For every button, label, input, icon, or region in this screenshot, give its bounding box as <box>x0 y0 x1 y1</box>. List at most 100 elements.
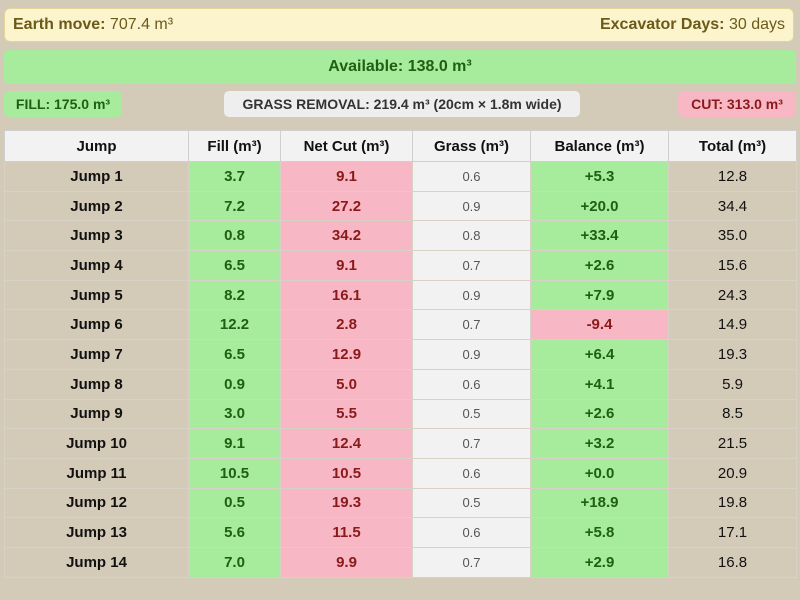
balance-cell: +20.0 <box>530 190 669 222</box>
table-body: Jump 1 3.7 9.1 0.6 +5.3 12.8 Jump 2 7.2 27.2 0.9 +… <box>4 161 797 578</box>
jump-cell: Jump 7 <box>4 339 189 370</box>
jump-cell: Jump 4 <box>4 250 189 281</box>
balance-cell: +7.9 <box>530 279 669 311</box>
excavator-days-stat: Excavator Days: 30 days <box>600 16 785 34</box>
grass-cell: 0.7 <box>412 546 531 578</box>
fill-cell: 6.5 <box>188 339 281 370</box>
fill-cell: 3.7 <box>188 161 281 192</box>
column-header-net-cut: Net Cut (m³) <box>280 130 413 162</box>
balance-cell: +2.9 <box>530 546 669 578</box>
net-cut-cell: 16.1 <box>280 279 413 311</box>
net-cut-cell: 11.5 <box>280 517 413 548</box>
net-cut-cell: 12.4 <box>280 428 413 459</box>
total-cell: 19.8 <box>668 487 797 519</box>
net-cut-cell: 12.9 <box>280 339 413 370</box>
net-cut-cell: 19.3 <box>280 487 413 519</box>
grass-cell: 0.7 <box>412 309 531 341</box>
balance-cell: +2.6 <box>530 250 669 281</box>
grass-cell: 0.6 <box>412 457 531 489</box>
total-cell: 8.5 <box>668 398 797 430</box>
column-header-total: Total (m³) <box>668 130 797 162</box>
total-cell: 14.9 <box>668 309 797 341</box>
jump-cell: Jump 13 <box>4 517 189 548</box>
jumps-table: Jump Fill (m³) Net Cut (m³) Grass (m³) B… <box>4 130 797 578</box>
excavator-days-value: 30 days <box>728 16 785 33</box>
summary-header-bar: Earth move: 707.4 m³ Excavator Days: 30 … <box>4 8 794 42</box>
total-cell: 20.9 <box>668 457 797 489</box>
total-cell: 34.4 <box>668 190 797 222</box>
table-row: Jump 14 7.0 9.9 0.7 +2.9 16.8 <box>4 546 797 578</box>
balance-cell: +2.6 <box>530 398 669 430</box>
table-row: Jump 12 0.5 19.3 0.5 +18.9 19.8 <box>4 487 797 519</box>
net-cut-cell: 9.1 <box>280 161 413 192</box>
fill-cell: 7.2 <box>188 190 281 222</box>
grass-cell: 0.7 <box>412 428 531 459</box>
grass-cell: 0.5 <box>412 398 531 430</box>
fill-cell: 12.2 <box>188 309 281 341</box>
fill-cell: 9.1 <box>188 428 281 459</box>
table-row: Jump 5 8.2 16.1 0.9 +7.9 24.3 <box>4 279 797 311</box>
fill-cell: 0.9 <box>188 368 281 400</box>
net-cut-cell: 9.9 <box>280 546 413 578</box>
balance-cell: +5.3 <box>530 161 669 192</box>
table-row: Jump 7 6.5 12.9 0.9 +6.4 19.3 <box>4 339 797 370</box>
table-row: Jump 4 6.5 9.1 0.7 +2.6 15.6 <box>4 250 797 281</box>
balance-cell: +33.4 <box>530 220 669 252</box>
column-header-balance: Balance (m³) <box>530 130 669 162</box>
jump-cell: Jump 14 <box>4 546 189 578</box>
total-cell: 16.8 <box>668 546 797 578</box>
balance-cell: +5.8 <box>530 517 669 548</box>
net-cut-cell: 5.0 <box>280 368 413 400</box>
fill-cell: 3.0 <box>188 398 281 430</box>
jump-cell: Jump 8 <box>4 368 189 400</box>
net-cut-cell: 5.5 <box>280 398 413 430</box>
grass-cell: 0.8 <box>412 220 531 252</box>
fill-cell: 10.5 <box>188 457 281 489</box>
table-row: Jump 13 5.6 11.5 0.6 +5.8 17.1 <box>4 517 797 548</box>
jump-cell: Jump 10 <box>4 428 189 459</box>
jump-cell: Jump 5 <box>4 279 189 311</box>
earth-move-stat: Earth move: 707.4 m³ <box>13 16 173 34</box>
column-header-fill: Fill (m³) <box>188 130 281 162</box>
table-row: Jump 8 0.9 5.0 0.6 +4.1 5.9 <box>4 368 797 400</box>
grass-cell: 0.9 <box>412 279 531 311</box>
total-cell: 19.3 <box>668 339 797 370</box>
table-row: Jump 1 3.7 9.1 0.6 +5.3 12.8 <box>4 161 797 192</box>
fill-cell: 5.6 <box>188 517 281 548</box>
balance-cell: -9.4 <box>530 309 669 341</box>
grass-removal-badge: GRASS REMOVAL: 219.4 m³ (20cm × 1.8m wid… <box>224 91 580 117</box>
jump-cell: Jump 2 <box>4 190 189 222</box>
earth-move-value: 707.4 m³ <box>109 16 174 33</box>
earth-move-label: Earth move: <box>13 16 106 33</box>
fill-total-badge: FILL: 175.0 m³ <box>4 91 122 117</box>
column-header-grass: Grass (m³) <box>412 130 531 162</box>
net-cut-cell: 34.2 <box>280 220 413 252</box>
jump-cell: Jump 11 <box>4 457 189 489</box>
fill-cell: 7.0 <box>188 546 281 578</box>
table-header-row: Jump Fill (m³) Net Cut (m³) Grass (m³) B… <box>4 130 797 162</box>
grass-cell: 0.6 <box>412 368 531 400</box>
jump-cell: Jump 1 <box>4 161 189 192</box>
fill-cell: 8.2 <box>188 279 281 311</box>
table-row: Jump 3 0.8 34.2 0.8 +33.4 35.0 <box>4 220 797 252</box>
net-cut-cell: 9.1 <box>280 250 413 281</box>
balance-cell: +18.9 <box>530 487 669 519</box>
jump-cell: Jump 12 <box>4 487 189 519</box>
total-cell: 21.5 <box>668 428 797 459</box>
table-row: Jump 11 10.5 10.5 0.6 +0.0 20.9 <box>4 457 797 489</box>
grass-cell: 0.6 <box>412 517 531 548</box>
net-cut-cell: 10.5 <box>280 457 413 489</box>
fill-cell: 6.5 <box>188 250 281 281</box>
excavator-days-label: Excavator Days: <box>599 16 725 33</box>
table-row: Jump 2 7.2 27.2 0.9 +20.0 34.4 <box>4 190 797 222</box>
grass-cell: 0.5 <box>412 487 531 519</box>
balance-cell: +4.1 <box>530 368 669 400</box>
grass-cell: 0.9 <box>412 339 531 370</box>
available-banner: Available: 138.0 m³ <box>4 50 796 84</box>
total-cell: 24.3 <box>668 279 797 311</box>
fill-cell: 0.8 <box>188 220 281 252</box>
total-cell: 12.8 <box>668 161 797 192</box>
grass-cell: 0.9 <box>412 190 531 222</box>
total-cell: 17.1 <box>668 517 797 548</box>
balance-cell: +3.2 <box>530 428 669 459</box>
